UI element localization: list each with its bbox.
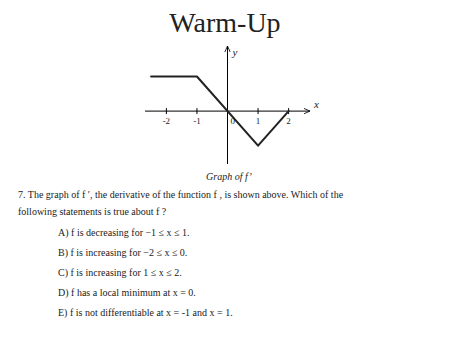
plot-area	[151, 77, 288, 146]
x-tick	[258, 108, 259, 114]
caption: Graph of f’	[206, 171, 253, 182]
x-tick-label: -1	[193, 116, 201, 126]
x-tick-label: 2	[286, 116, 291, 126]
x-axis-label: x	[313, 98, 319, 110]
answer: E) f is not differentiable at x = -1 and…	[58, 307, 233, 319]
chart: Warm-Upxy-2-1012Graph of f’7. The graph …	[0, 0, 450, 338]
x-tick-label: -2	[163, 116, 171, 126]
question-text: following statements is true about f ?	[18, 206, 167, 217]
title: Warm-Up	[169, 7, 280, 38]
axes	[145, 46, 310, 164]
answer: A) f is decreasing for −1 ≤ x ≤ 1.	[58, 227, 190, 239]
y-axis	[227, 46, 228, 164]
answer: C) f is increasing for 1 ≤ x ≤ 2.	[58, 267, 182, 279]
question-text: 7. The graph of f ′, the derivative of t…	[18, 189, 344, 200]
line	[151, 77, 288, 146]
x-tick	[166, 108, 167, 114]
y-axis-label: y	[232, 46, 238, 58]
x-tick	[196, 108, 197, 114]
answer: D) f has a local minimum at x = 0.	[58, 287, 196, 299]
answer: B) f is increasing for −2 ≤ x ≤ 0.	[58, 247, 187, 259]
x-tick-label: 1	[256, 116, 261, 126]
